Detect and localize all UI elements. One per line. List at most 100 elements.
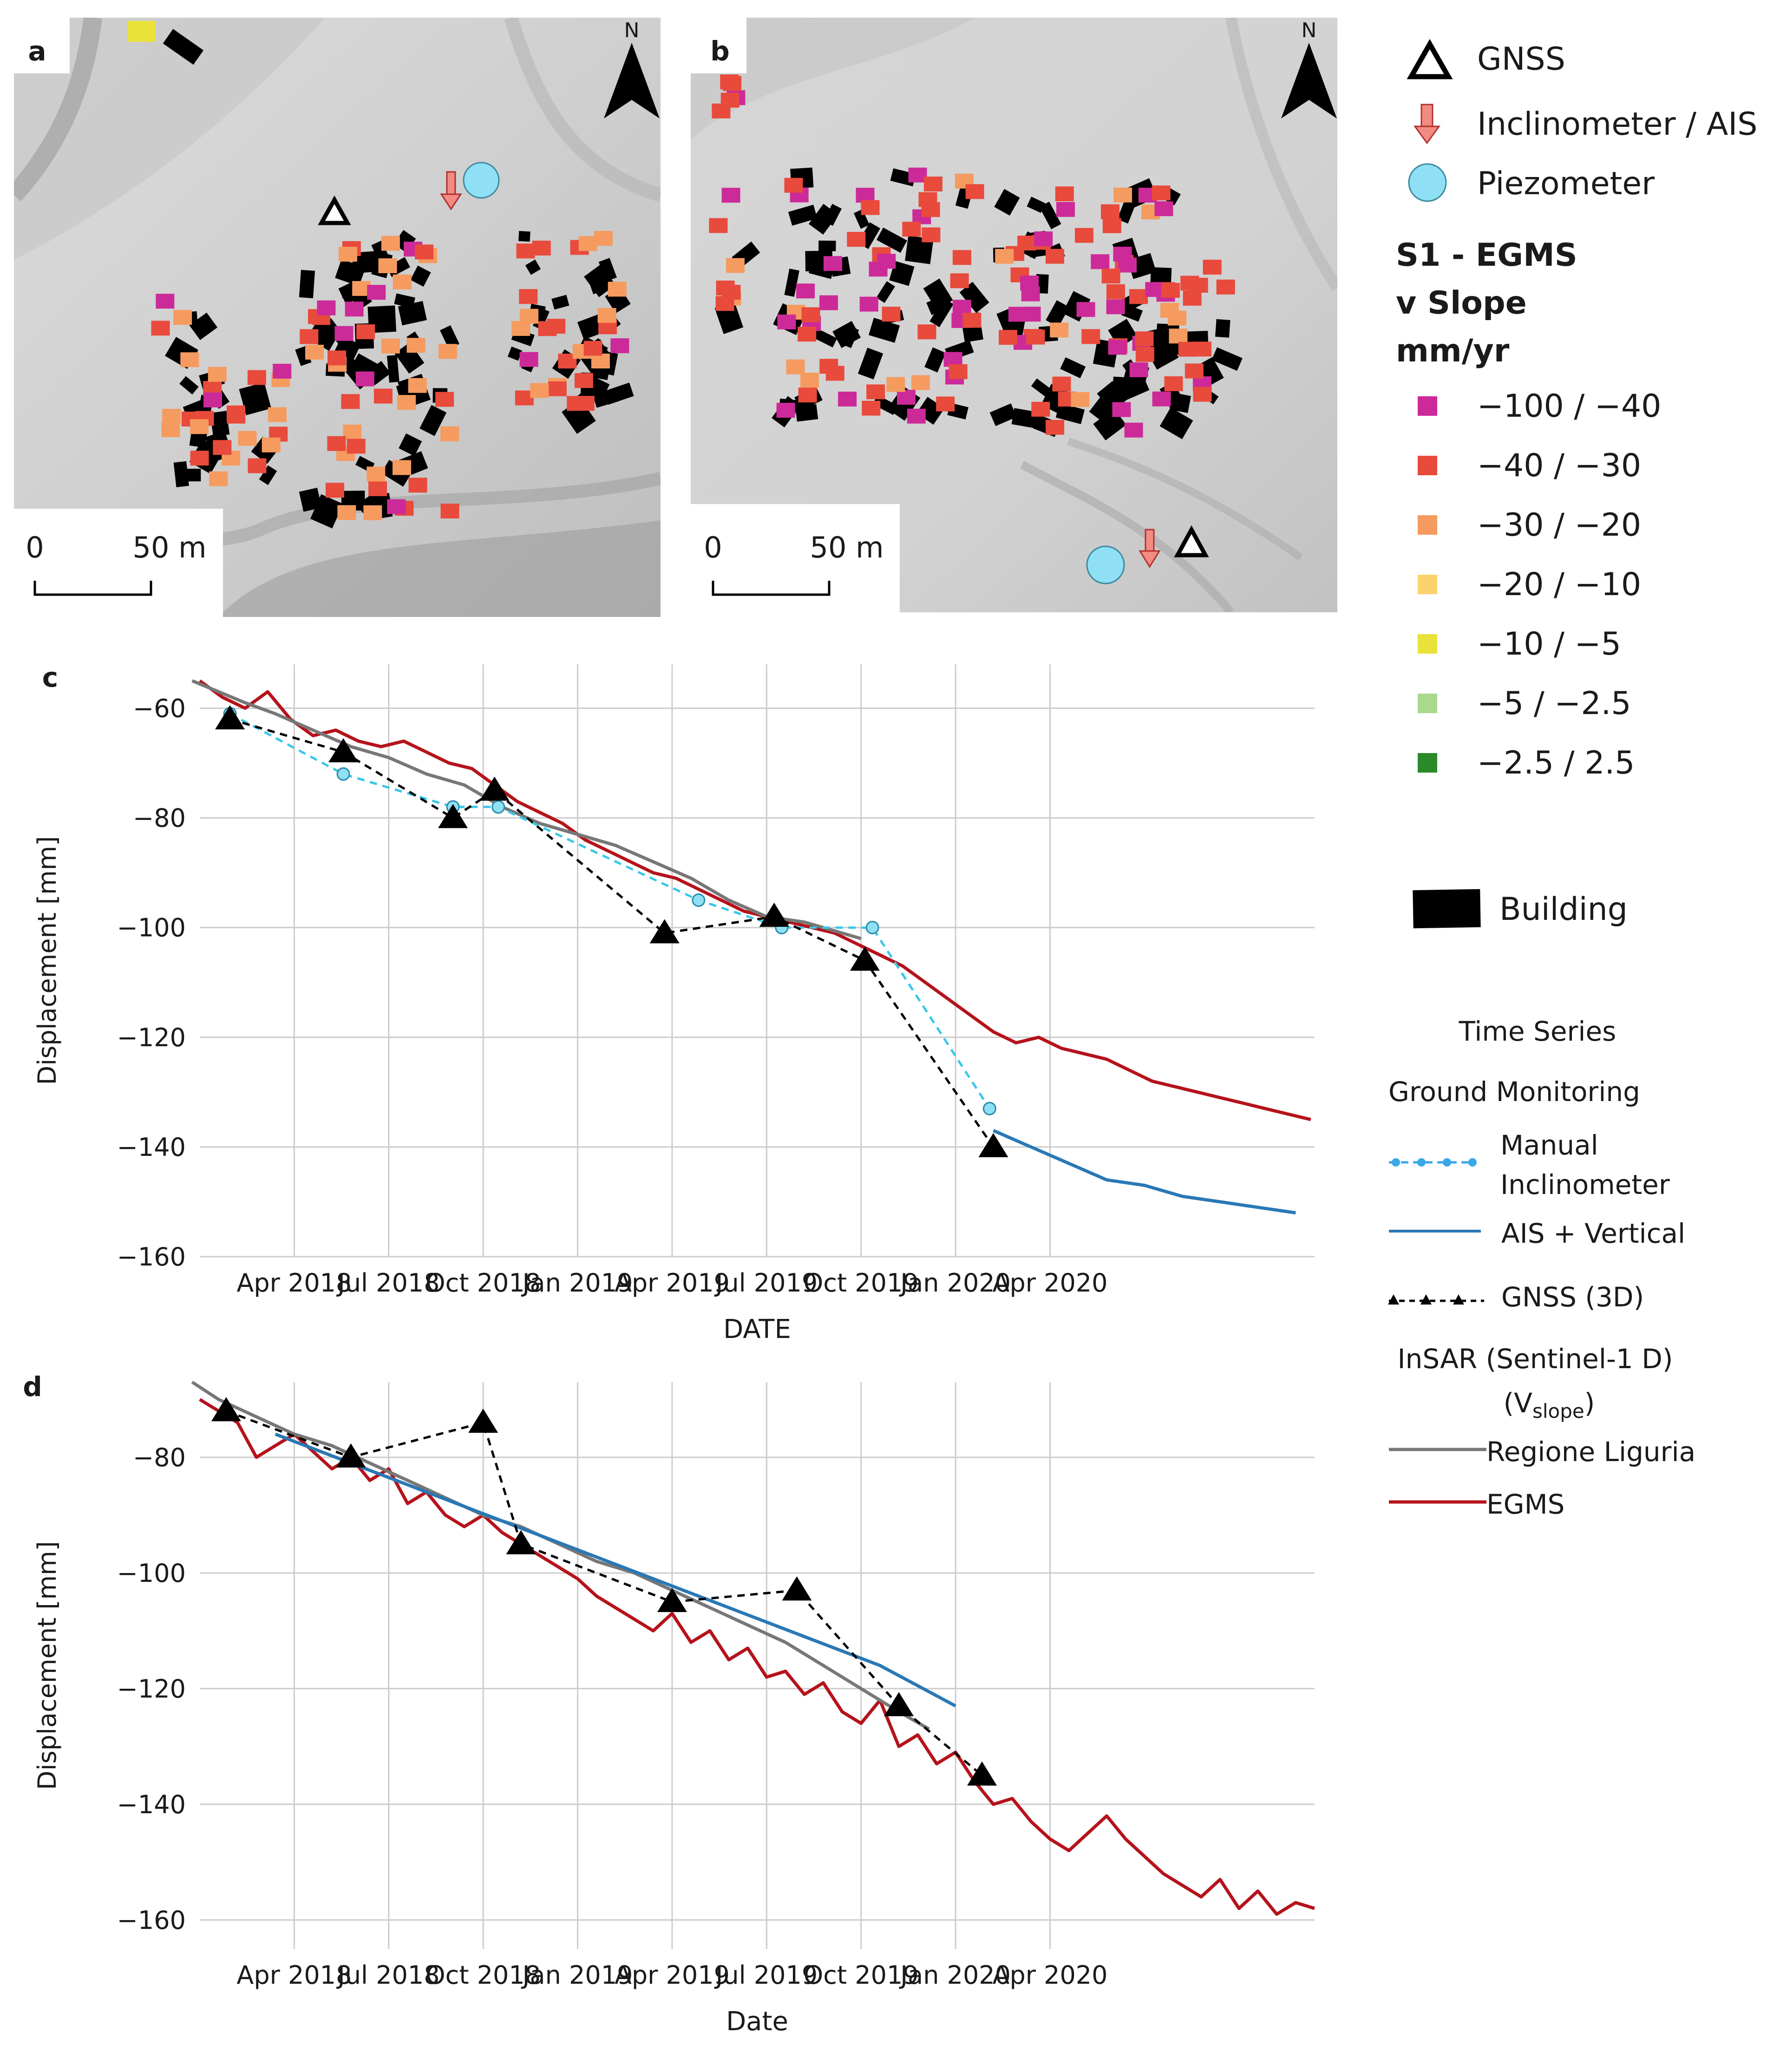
- building-footprint: [310, 494, 343, 529]
- series-point: [491, 800, 505, 814]
- insar-point: [918, 192, 937, 207]
- x-tick-label: Apr 2018: [236, 1961, 352, 1990]
- insar-point: [861, 200, 880, 215]
- building-footprint: [832, 321, 861, 348]
- insar-point: [923, 177, 942, 192]
- insar-point: [1129, 289, 1148, 304]
- insar-point: [1160, 303, 1179, 318]
- insar-point: [796, 283, 815, 299]
- series-line: [226, 1410, 983, 1777]
- building-footprint: [189, 312, 218, 340]
- insar-point: [366, 466, 386, 482]
- insar-point: [128, 21, 156, 42]
- insar-point: [1203, 260, 1222, 275]
- series-point: [649, 919, 680, 944]
- insar-point: [922, 227, 941, 243]
- insar-point: [305, 345, 324, 360]
- legend-class-swatch: [1418, 396, 1437, 416]
- insar-point: [227, 408, 246, 424]
- insar-point: [1183, 290, 1202, 306]
- building-footprint: [584, 264, 616, 297]
- building-footprint: [795, 404, 818, 422]
- insar-point: [363, 505, 382, 520]
- building-footprint: [533, 308, 550, 330]
- series-point: [967, 1761, 997, 1786]
- legend-inclinometer-label: Inclinometer / AIS: [1477, 106, 1757, 143]
- insar-point: [1034, 231, 1053, 247]
- building-footprint: [173, 461, 189, 487]
- insar-point: [911, 375, 930, 390]
- building-footprint: [410, 265, 431, 287]
- series-point: [884, 1692, 914, 1717]
- terrain-ridge-b: [691, 18, 975, 139]
- insar-point: [917, 324, 936, 340]
- building-footprint: [210, 411, 230, 437]
- building-footprint: [299, 269, 315, 298]
- panel-c-letter: c: [42, 662, 58, 693]
- series-point: [328, 738, 359, 762]
- y-tick-label: −140: [117, 1133, 186, 1162]
- terrain-gully-b1: [1020, 461, 1234, 612]
- insar-point: [393, 274, 412, 289]
- terrain-scarp: [218, 520, 661, 617]
- panel-a-letter: a: [28, 35, 46, 67]
- insar-point: [567, 396, 586, 411]
- insar-point: [597, 308, 616, 323]
- legend-class-swatch: [1418, 575, 1437, 594]
- building-footprint: [876, 227, 907, 253]
- series-point: [211, 1397, 241, 1422]
- building-footprint: [1211, 347, 1243, 371]
- north-arrow-b: [1281, 43, 1337, 118]
- series-point: [468, 1409, 498, 1433]
- insar-point: [1169, 328, 1188, 344]
- insar-point: [1008, 307, 1027, 322]
- piezometer-marker-a: [463, 162, 500, 199]
- north-label-b: N: [1302, 19, 1317, 42]
- insar-point: [1161, 282, 1180, 298]
- insar-point: [786, 359, 805, 374]
- insar-points-a: [128, 21, 629, 520]
- insar-point: [859, 296, 878, 312]
- legend-manual-dot-3: [1443, 1158, 1451, 1167]
- insar-point: [578, 236, 597, 251]
- scale-zero-a: 0: [26, 531, 44, 564]
- y-axis-label: Displacement [mm]: [33, 1541, 62, 1790]
- scale-bar-b: [712, 581, 831, 596]
- legend-gnss3d-tri-1: [1388, 1294, 1399, 1305]
- legend-ais-label: AIS + Vertical: [1501, 1218, 1685, 1249]
- building-footprint: [419, 405, 447, 436]
- legend-gnss3d-tri-3: [1453, 1294, 1464, 1305]
- building-footprint: [259, 465, 277, 485]
- building-footprint: [394, 293, 415, 308]
- building-footprint: [518, 231, 530, 242]
- insar-point: [378, 258, 397, 274]
- insar-point: [1106, 299, 1125, 315]
- x-axis-label: DATE: [723, 1314, 791, 1344]
- series-point: [657, 1588, 687, 1613]
- x-tick-label: Jan 2020: [899, 1268, 1011, 1298]
- insar-point: [1135, 331, 1154, 347]
- legend-class-label: −40 / −30: [1477, 447, 1641, 484]
- insar-point: [397, 395, 416, 410]
- scale-label-b: 50 m: [810, 531, 884, 564]
- insar-point: [406, 338, 425, 353]
- legend-gnss-icon: [1407, 39, 1453, 79]
- legend-inclinometer-icon: [1414, 125, 1440, 144]
- building-footprint: [818, 240, 836, 251]
- insar-point: [720, 92, 740, 108]
- insar-point: [180, 352, 199, 367]
- building-footprint: [812, 328, 838, 348]
- insar-point: [1152, 391, 1171, 407]
- scale-label-a: 50 m: [133, 531, 207, 564]
- legend: GNSS Inclinometer / AIS Piezometer S1 - …: [1388, 39, 1757, 1520]
- x-tick-label: Jul 2019: [714, 1961, 818, 1990]
- legend-class-label: −10 / −5: [1477, 626, 1621, 662]
- insar-point: [435, 392, 454, 407]
- y-tick-label: −160: [117, 1242, 186, 1272]
- legend-insar-title: InSAR (Sentinel-1 D): [1397, 1343, 1673, 1375]
- legend-class-swatch: [1418, 515, 1437, 535]
- x-tick-label: Jan 2019: [521, 1961, 633, 1990]
- insar-point: [1050, 322, 1069, 338]
